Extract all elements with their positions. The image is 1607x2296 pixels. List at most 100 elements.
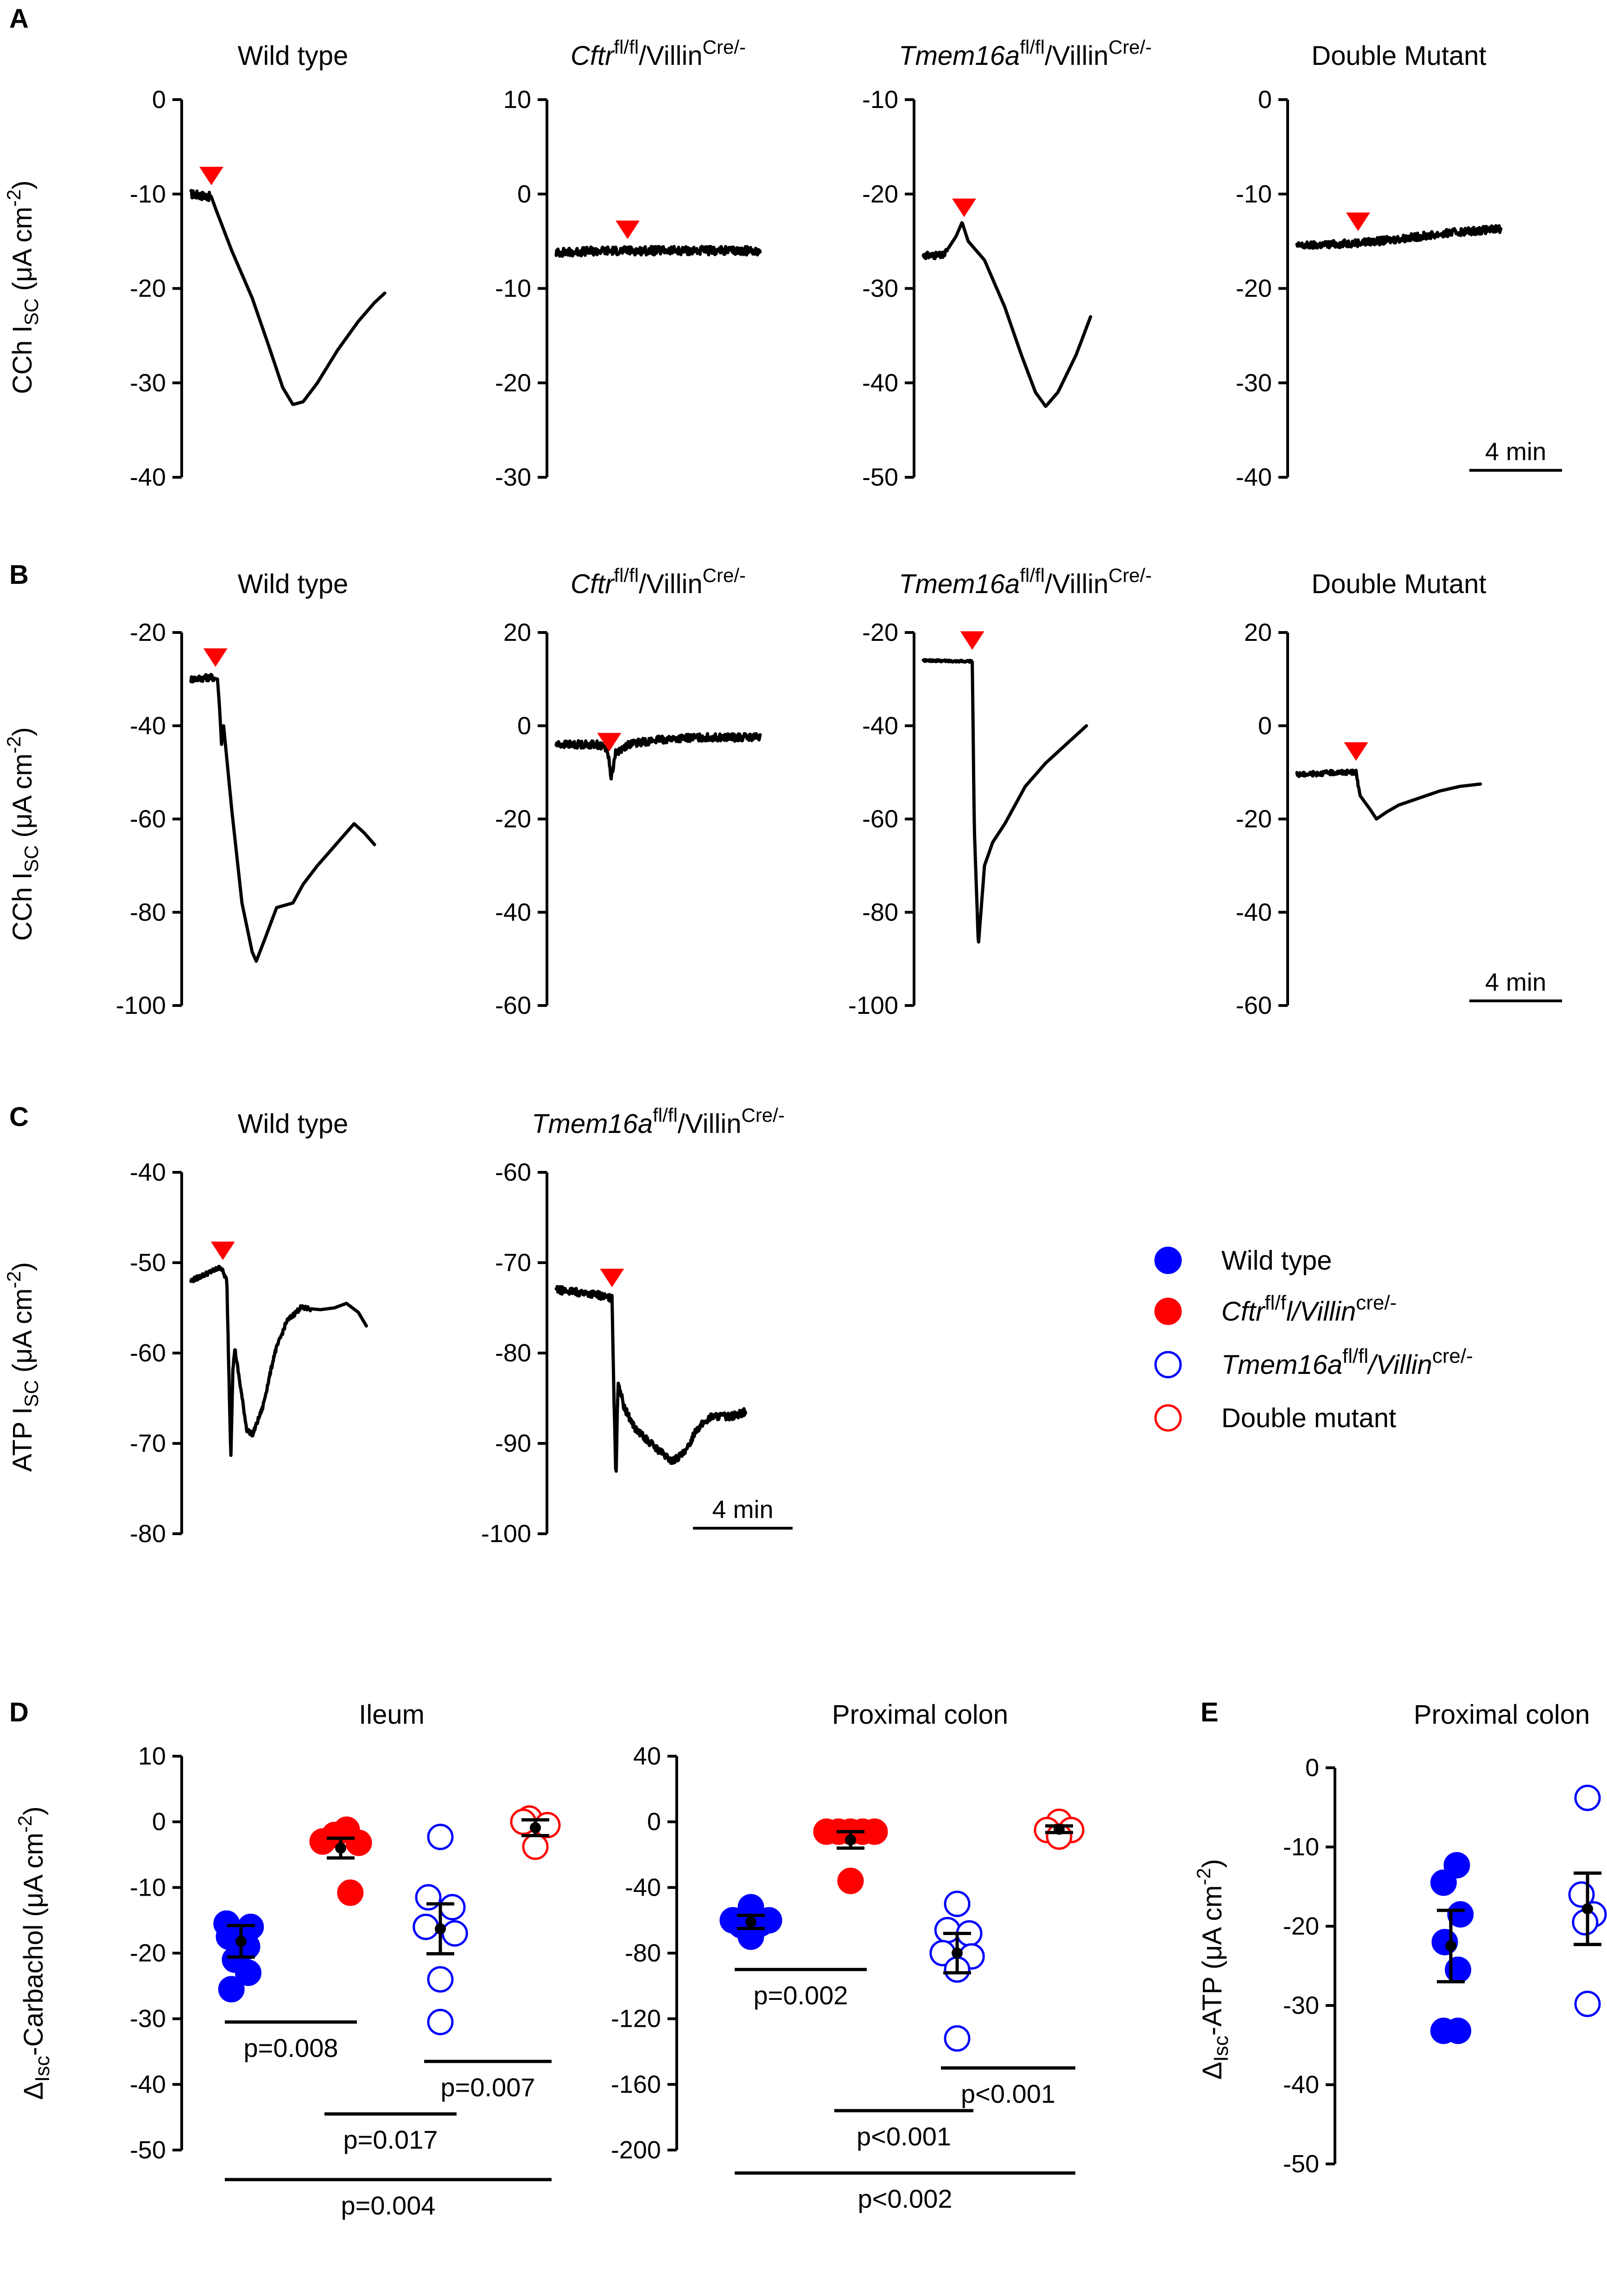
y-tick-label: -20 <box>130 275 166 303</box>
data-point <box>1574 1784 1601 1811</box>
y-tick-label: -60 <box>862 805 898 833</box>
legend-label: Double mutant <box>1221 1403 1396 1433</box>
mean-marker <box>335 1842 346 1854</box>
mean-marker <box>435 1923 446 1935</box>
ylabel-text: CCh I <box>7 872 38 941</box>
ylabel-end: ) <box>7 727 38 736</box>
current-trace <box>921 221 1093 408</box>
y-tick-label: -70 <box>495 1249 531 1277</box>
ylabel-unit: (μA cm <box>7 207 38 298</box>
legend-sup: fl/f <box>1264 1291 1286 1314</box>
p-value-label: p=0.008 <box>244 2033 338 2062</box>
y-tick-label: -20 <box>130 1939 166 1967</box>
y-tick-label: 0 <box>1258 712 1272 740</box>
current-trace <box>189 1265 368 1457</box>
ylabel-end: ) <box>7 1262 38 1271</box>
y-tick-label: -60 <box>495 1158 531 1186</box>
data-point <box>1430 1869 1457 1896</box>
title-suffix: /Villin <box>639 41 703 71</box>
current-trace <box>554 245 762 258</box>
y-tick-label: -60 <box>130 1339 166 1367</box>
title-sup2: Cre/- <box>703 564 746 586</box>
y-tick-label: -70 <box>130 1429 166 1457</box>
trace-plot-c2: Tmem16afl/fl/VillinCre/--60-70-80-90-100 <box>481 1104 785 1548</box>
title-suffix: /Villin <box>639 569 703 599</box>
ylabel-delta: Δ <box>19 2082 49 2100</box>
ylabel-sup: -2 <box>14 1815 36 1833</box>
p-value-label: p=0.007 <box>441 2073 535 2102</box>
y-tick-label: -80 <box>130 1520 166 1548</box>
y-tick-label: -30 <box>130 2005 166 2033</box>
series-dm <box>1034 1809 1085 1850</box>
y-tick-label: -10 <box>495 275 531 303</box>
y-tick-label: -20 <box>862 180 898 208</box>
y-tick-label: 10 <box>503 86 531 114</box>
y-tick-label: -100 <box>481 1520 531 1548</box>
legend-label: Cftrfl/fl/Villincre/- <box>1221 1291 1397 1327</box>
legend: Wild typeCftrfl/fl/Villincre/-Tmem16afl/… <box>1154 1246 1473 1433</box>
y-tick-label: -200 <box>611 2136 661 2164</box>
y-axis-label: ATP ISC (μA cm-2) <box>3 1262 42 1472</box>
trace-plot-a4: Double Mutant 0 -10 -20 -30 -40 <box>1236 41 1503 491</box>
data-point <box>427 1966 454 1993</box>
y-tick-label: -40 <box>625 1873 661 1901</box>
data-point <box>218 1976 245 2003</box>
panel-c: C ATP ISC (μA cm-2) Wild type -40 -50 -60 -70 -… <box>3 1102 793 1548</box>
y-tick-label: -40 <box>130 463 166 491</box>
plot-title: Double Mutant <box>1311 41 1486 71</box>
ylabel-sup: -2 <box>1193 1868 1214 1885</box>
ylabel-end: ) <box>19 1806 49 1815</box>
title-suffix: /Villin <box>1045 41 1109 71</box>
trace-plot-a3: Tmem16afl/fl/VillinCre/--10-20-30-40-50 <box>862 36 1152 491</box>
p-value-label: p<0.002 <box>858 2184 953 2214</box>
y-tick-label: 40 <box>633 1742 661 1770</box>
y-tick-label: -40 <box>495 898 531 926</box>
y-tick-label: -40 <box>130 1158 166 1186</box>
y-axis-label: CCh ISC (μA cm-2) <box>3 180 42 394</box>
legend-sup2: cre/- <box>1356 1291 1397 1314</box>
legend-driver: Villin <box>1300 1297 1356 1327</box>
title-text: Wild type <box>238 569 349 599</box>
panel-label: A <box>9 4 29 34</box>
series-cftr <box>813 1818 888 1894</box>
legend-item-cftr: Cftrfl/fl/Villincre/- <box>1154 1291 1397 1327</box>
ylabel-end: ) <box>1197 1859 1227 1868</box>
ylabel-unit: (μA cm <box>7 753 38 845</box>
stimulus-marker-icon <box>203 648 228 667</box>
title-gene: Cftr <box>571 41 615 71</box>
title-sup2: Cre/- <box>1108 564 1151 586</box>
data-point <box>1447 1901 1474 1928</box>
title-gene: Cftr <box>571 569 615 599</box>
y-axis-label: ΔIsc-ATP (μA cm-2) <box>1193 1859 1232 2080</box>
title-suffix: /Villin <box>678 1109 742 1139</box>
data-point <box>1443 1852 1470 1879</box>
ylabel-sub: Isc <box>1210 2036 1232 2062</box>
series-tmem <box>1568 1784 1607 2018</box>
series-dm <box>510 1805 561 1860</box>
y-tick-label: 10 <box>138 1742 166 1770</box>
data-point <box>522 1834 549 1860</box>
title-sup: fl/fl <box>614 564 639 586</box>
filled-circle-icon <box>1154 1297 1182 1325</box>
trace-plot-c1: Wild type -40 -50 -60 -70 -80 <box>130 1109 368 1548</box>
ylabel-sub: SC <box>20 1380 42 1407</box>
y-tick-label: -20 <box>495 369 531 397</box>
y-tick-label: -80 <box>495 1339 531 1367</box>
series-wt <box>719 1894 782 1950</box>
scale-bar-label: 4 min <box>1485 968 1546 996</box>
y-tick-label: -40 <box>1236 898 1272 926</box>
y-tick-label: -30 <box>862 275 898 303</box>
y-tick-label: -60 <box>1236 992 1272 1019</box>
y-tick-label: 0 <box>152 1808 166 1836</box>
y-tick-label: -80 <box>625 1939 661 1967</box>
legend-sup2: cre/- <box>1432 1345 1473 1367</box>
data-point <box>235 1960 262 1986</box>
trace-plot-b4: Double Mutant 20 0 -20 -40 -60 <box>1236 569 1486 1019</box>
current-trace <box>1295 224 1503 250</box>
y-tick-label: -10 <box>130 1873 166 1901</box>
chart-title: Ileum <box>359 1700 425 1730</box>
title-text: Wild type <box>238 41 349 71</box>
title-gene: Tmem16a <box>899 569 1020 599</box>
